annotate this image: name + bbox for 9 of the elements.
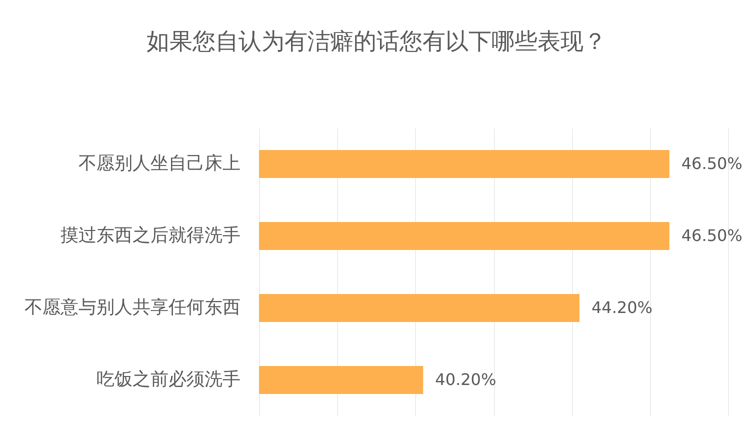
data-label: 40.20% (435, 370, 496, 389)
y-tick-label: 摸过东西之后就得洗手 (60, 225, 240, 246)
y-tick-label: 不愿意与别人共享任何东西 (24, 297, 240, 318)
y-tick-label: 不愿别人坐自己床上 (78, 153, 240, 174)
chart-title: 如果您自认为有洁癖的话您有以下哪些表现？ (146, 29, 606, 55)
y-tick-label: 吃饭之前必须洗手 (96, 368, 240, 390)
data-label: 44.20% (591, 298, 652, 317)
data-label: 46.50% (681, 226, 742, 245)
data-label: 46.50% (681, 154, 742, 174)
